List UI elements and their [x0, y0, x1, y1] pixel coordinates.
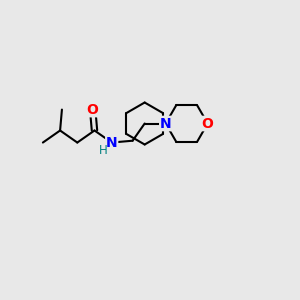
Text: H: H: [99, 143, 108, 157]
Text: N: N: [160, 116, 172, 130]
Text: N: N: [106, 136, 118, 149]
Text: O: O: [87, 103, 99, 117]
Text: O: O: [202, 116, 214, 130]
